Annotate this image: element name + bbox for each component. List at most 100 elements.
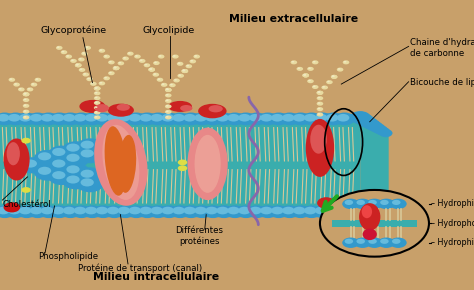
Circle shape [322, 86, 325, 88]
Ellipse shape [306, 119, 334, 177]
Circle shape [94, 86, 100, 90]
Circle shape [108, 71, 115, 75]
Circle shape [23, 92, 29, 96]
Circle shape [63, 163, 89, 179]
Circle shape [95, 87, 98, 89]
Circle shape [66, 175, 80, 184]
Circle shape [326, 80, 333, 84]
Circle shape [356, 204, 375, 215]
Ellipse shape [194, 135, 220, 193]
Circle shape [63, 151, 89, 168]
Circle shape [165, 88, 172, 92]
Circle shape [52, 160, 65, 168]
Text: – Hydrophile: – Hydrophile [431, 199, 474, 209]
Circle shape [75, 63, 82, 67]
Circle shape [24, 104, 27, 106]
Circle shape [378, 199, 395, 209]
Circle shape [65, 55, 72, 59]
Circle shape [343, 60, 349, 64]
Circle shape [271, 114, 283, 122]
Circle shape [165, 110, 172, 114]
Circle shape [326, 207, 338, 214]
Text: Chaine d'hydrates
de carbonne: Chaine d'hydrates de carbonne [410, 38, 474, 57]
Text: Phospholipide: Phospholipide [38, 252, 98, 261]
Circle shape [312, 60, 319, 64]
Circle shape [52, 114, 64, 122]
Circle shape [178, 160, 187, 165]
Text: Protéine de transport (canal): Protéine de transport (canal) [78, 264, 202, 273]
Circle shape [268, 113, 289, 125]
Circle shape [148, 205, 169, 218]
Circle shape [48, 169, 75, 185]
Circle shape [159, 205, 180, 218]
Circle shape [318, 113, 320, 115]
Circle shape [118, 207, 130, 214]
Circle shape [77, 147, 103, 163]
Circle shape [93, 113, 114, 125]
Circle shape [118, 61, 124, 65]
Circle shape [337, 68, 343, 72]
Circle shape [227, 207, 240, 214]
Circle shape [16, 113, 37, 125]
Circle shape [158, 78, 160, 80]
Circle shape [48, 157, 75, 173]
Circle shape [318, 91, 320, 93]
Circle shape [77, 176, 103, 192]
Text: Milieu intracellulaire: Milieu intracellulaire [93, 272, 219, 282]
Circle shape [166, 99, 169, 101]
Circle shape [5, 113, 26, 125]
Circle shape [19, 207, 31, 214]
Circle shape [165, 93, 172, 97]
Circle shape [304, 114, 317, 122]
Circle shape [290, 113, 311, 125]
Circle shape [74, 114, 86, 122]
Circle shape [9, 78, 15, 82]
Circle shape [318, 91, 320, 93]
Circle shape [94, 101, 100, 105]
Circle shape [126, 205, 146, 218]
Circle shape [95, 116, 98, 118]
Circle shape [166, 88, 169, 90]
FancyBboxPatch shape [332, 220, 417, 227]
Circle shape [85, 46, 88, 48]
Circle shape [191, 113, 212, 125]
Circle shape [94, 106, 100, 110]
Circle shape [301, 113, 322, 125]
Circle shape [268, 205, 289, 218]
Circle shape [104, 55, 107, 57]
Circle shape [109, 72, 112, 73]
Circle shape [332, 75, 335, 77]
Ellipse shape [187, 128, 228, 200]
Circle shape [318, 91, 320, 93]
Circle shape [82, 52, 85, 54]
Circle shape [134, 55, 141, 59]
Circle shape [23, 92, 29, 96]
Circle shape [356, 200, 365, 205]
Circle shape [108, 60, 115, 64]
Circle shape [94, 86, 100, 90]
Circle shape [178, 74, 181, 76]
Ellipse shape [95, 104, 109, 112]
Circle shape [126, 113, 146, 125]
Circle shape [0, 113, 15, 125]
Circle shape [166, 88, 169, 90]
Circle shape [114, 67, 117, 68]
Circle shape [95, 111, 98, 113]
Text: Bicouche de lipides: Bicouche de lipides [410, 78, 474, 87]
Circle shape [62, 51, 64, 52]
Circle shape [183, 114, 196, 122]
Circle shape [21, 187, 31, 193]
Circle shape [202, 205, 223, 218]
Circle shape [63, 141, 89, 157]
Circle shape [149, 68, 152, 70]
Circle shape [161, 83, 167, 87]
Circle shape [71, 113, 92, 125]
Circle shape [148, 68, 155, 72]
Ellipse shape [94, 119, 147, 206]
Circle shape [368, 239, 377, 244]
Circle shape [380, 239, 389, 244]
Circle shape [118, 62, 121, 64]
Circle shape [279, 205, 300, 218]
Circle shape [191, 205, 212, 218]
Circle shape [137, 113, 158, 125]
